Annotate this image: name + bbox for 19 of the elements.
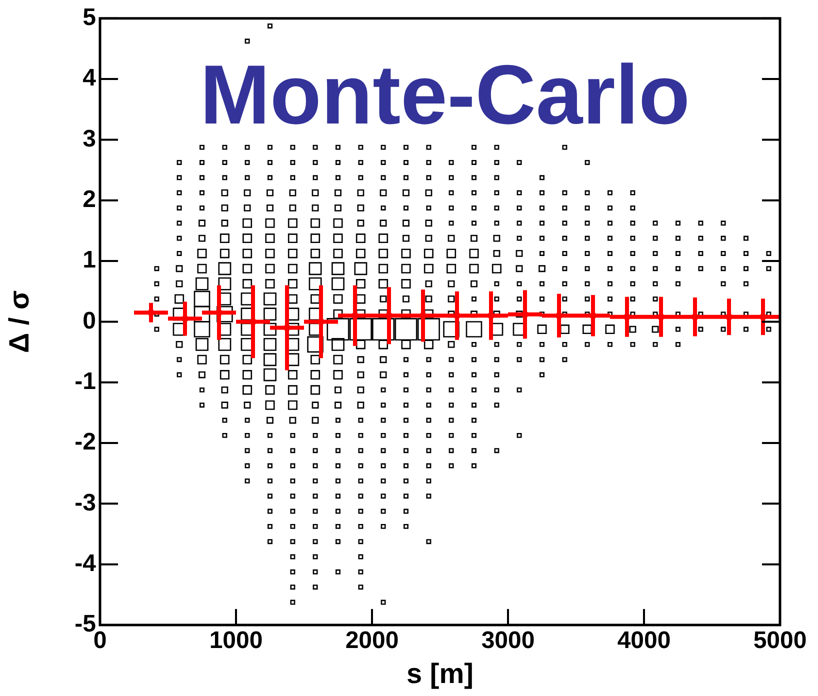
y-tick-label: -4 <box>74 550 97 577</box>
y-axis-title: Δ / σ <box>4 290 35 354</box>
x-tick-label: 4000 <box>617 627 671 654</box>
x-tick-label: 5000 <box>753 627 807 654</box>
y-tick-label: -2 <box>74 428 96 456</box>
annotation: Monte-Carlo <box>200 48 690 142</box>
x-tick-label: 2000 <box>345 627 399 654</box>
y-tick-label: 3 <box>82 125 96 152</box>
y-tick-label: -5 <box>74 610 96 638</box>
y-tick-label: 4 <box>82 64 97 92</box>
y-tick-label: 0 <box>82 307 96 334</box>
x-tick-label: 3000 <box>481 627 535 654</box>
y-tick-label: -3 <box>74 489 96 516</box>
y-tick-label: 5 <box>82 4 96 32</box>
y-tick-label: 1 <box>82 246 96 274</box>
y-tick-label: -1 <box>74 368 96 395</box>
x-axis-title: s [m] <box>406 658 474 689</box>
y-tick-label: 2 <box>82 186 96 214</box>
x-tick-label: 1000 <box>209 627 263 654</box>
